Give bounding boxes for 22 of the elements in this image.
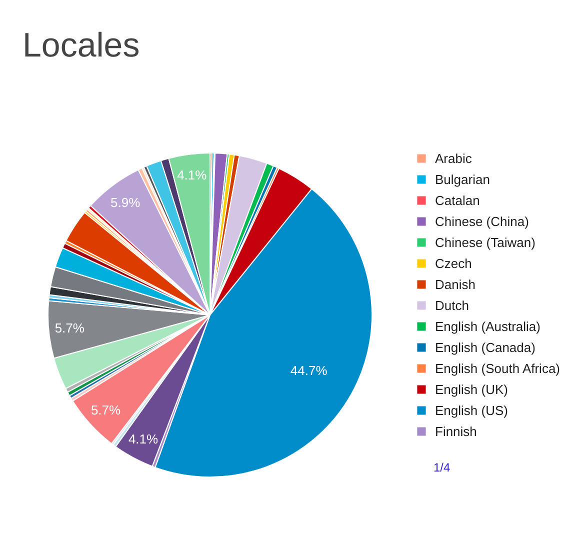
legend-label: English (South Africa) (435, 360, 560, 376)
legend-label: English (US) (435, 402, 508, 418)
legend-label: English (UK) (435, 381, 508, 397)
legend-label: Danish (435, 276, 476, 292)
legend-label: Bulgarian (435, 171, 490, 187)
data-label: 4.1% (177, 168, 208, 183)
data-label: 4.1% (128, 432, 159, 447)
legend-label: Chinese (Taiwan) (435, 234, 536, 250)
legend-label: Czech (435, 255, 472, 271)
data-label: 5.7% (54, 320, 85, 336)
legend-label: Catalan (435, 192, 480, 208)
data-label: 44.7% (290, 363, 328, 378)
legend-label: Finnish (435, 423, 477, 439)
legend-label: Arabic (435, 150, 472, 166)
legend-label: English (Australia) (435, 318, 540, 334)
legend-label: Chinese (China) (435, 213, 529, 229)
legend-label: English (Canada) (435, 339, 536, 355)
data-label: 5.9% (110, 194, 141, 210)
text: 1/4 (434, 460, 451, 474)
legend-label: Dutch (435, 297, 469, 313)
chart-title: Locales (22, 26, 140, 64)
data-label: 5.7% (90, 402, 122, 418)
